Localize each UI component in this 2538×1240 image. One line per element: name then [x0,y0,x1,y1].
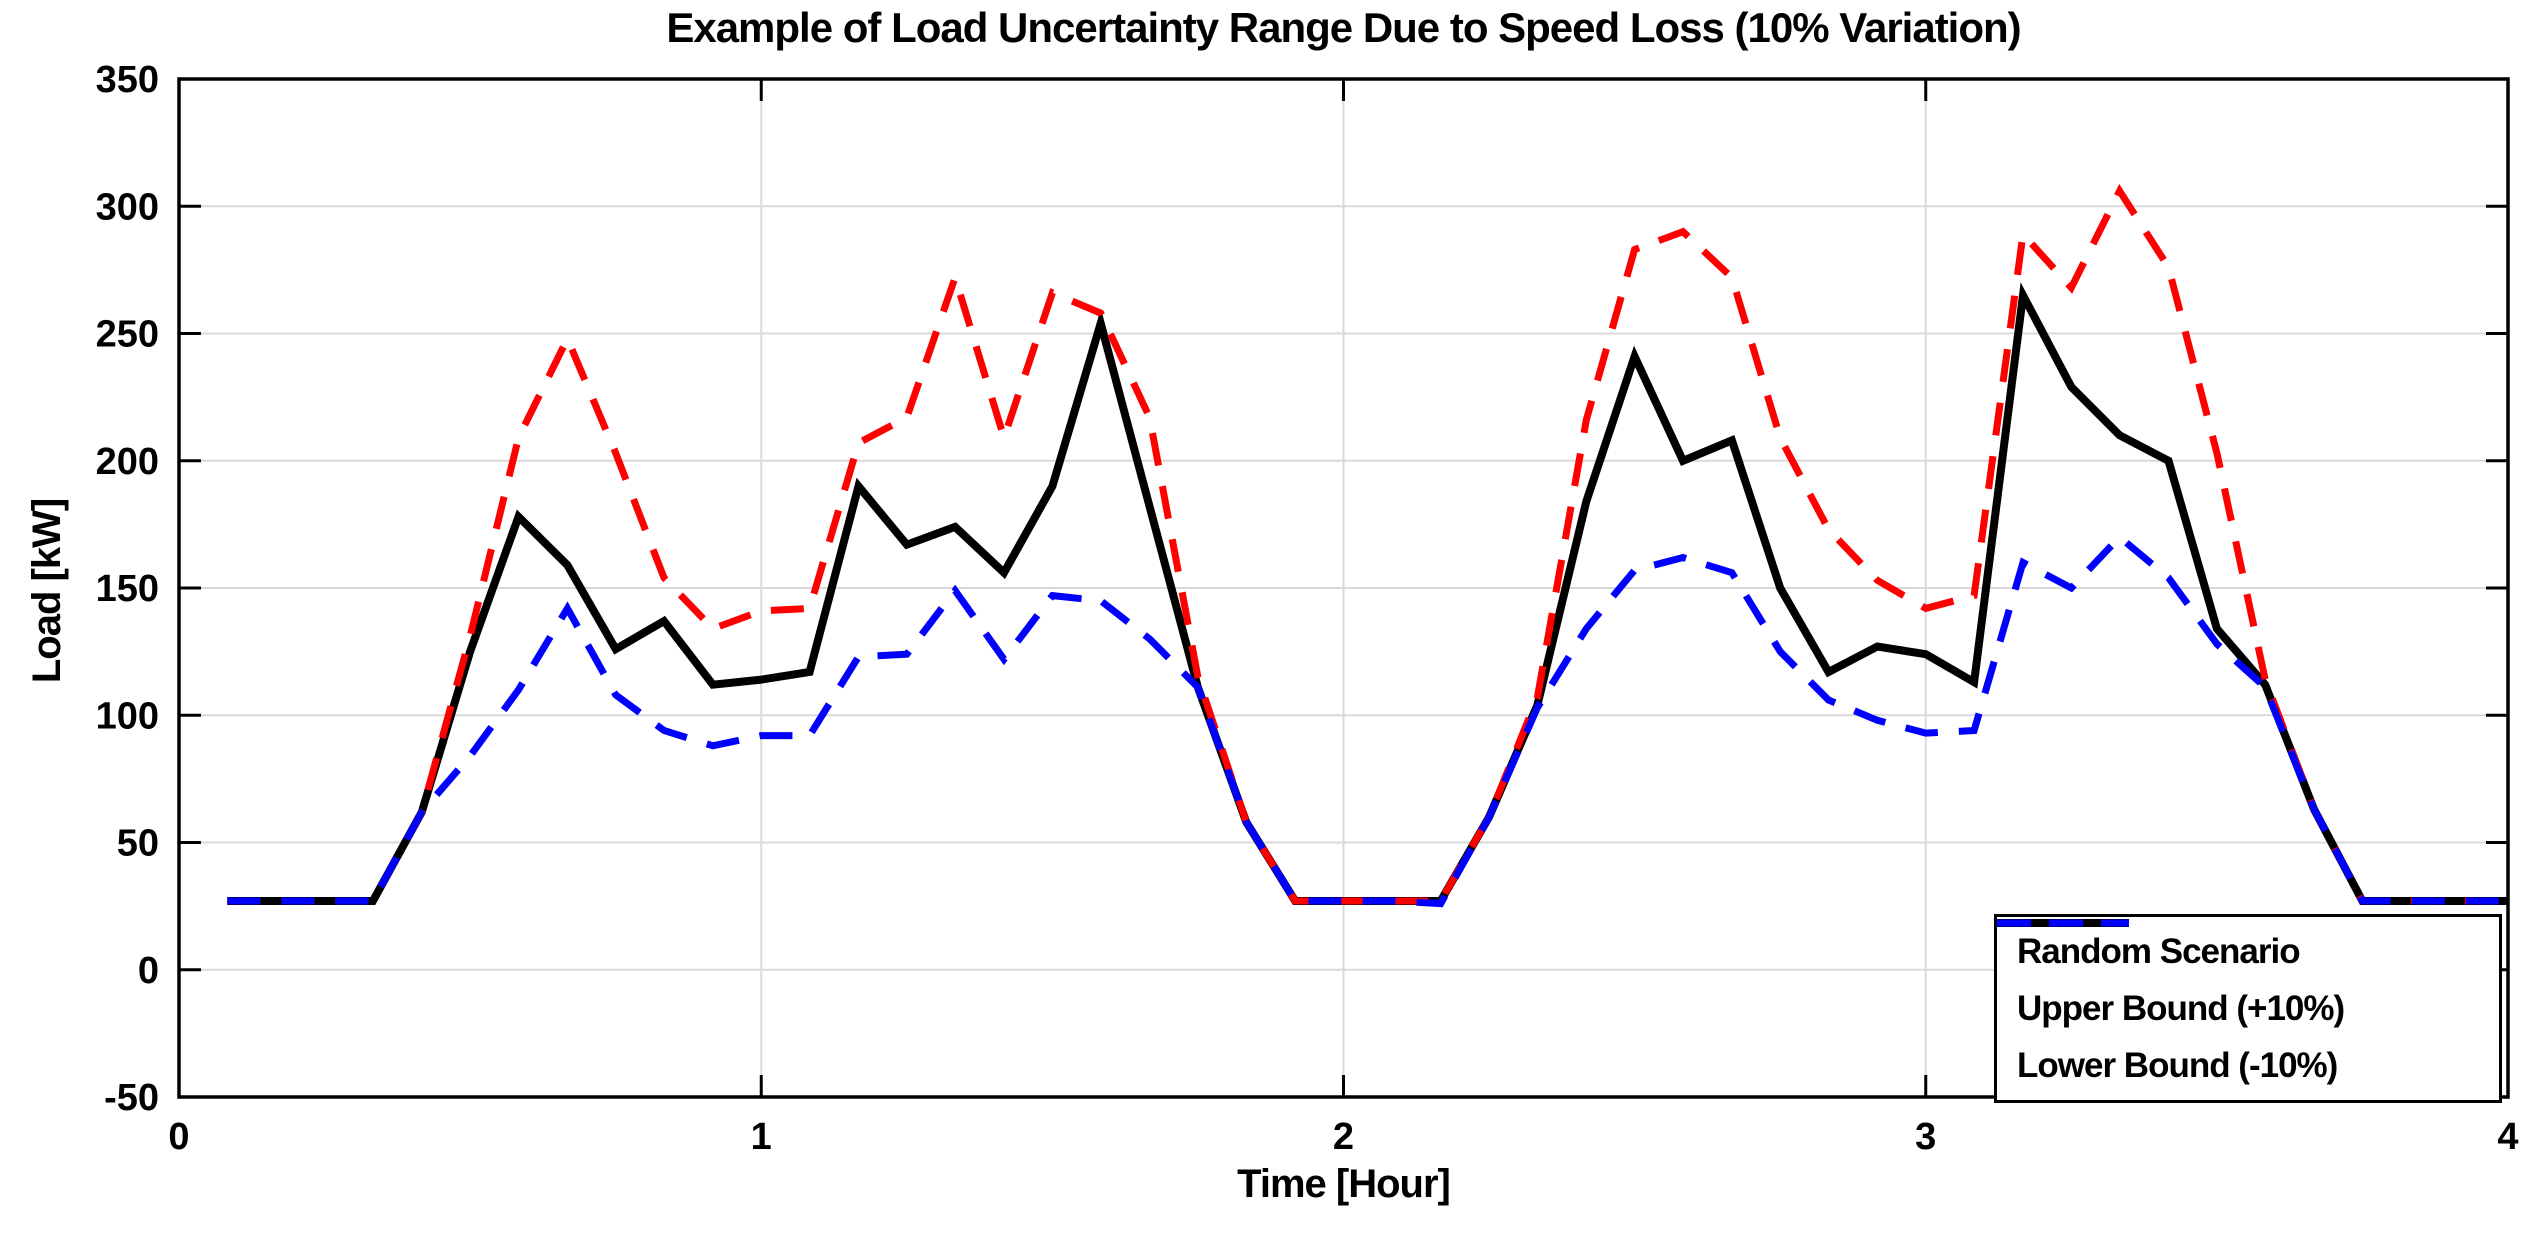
y-tick-label: -50 [104,1077,159,1119]
y-tick-label: 300 [96,186,159,228]
legend-label: Upper Bound (+10%) [2017,988,2345,1028]
y-tick-label: 250 [96,314,159,356]
y-tick-label: 150 [96,568,159,610]
y-tick-label: 200 [96,441,159,483]
legend-label: Random Scenario [2017,931,2301,971]
chart-title: Example of Load Uncertainty Range Due to… [666,4,2021,51]
x-axis-label: Time [Hour] [1237,1162,1451,1206]
y-tick-label: 0 [138,950,159,992]
y-tick-label: 350 [96,59,159,101]
x-tick-label: 2 [1333,1116,1354,1158]
x-tick-label: 0 [168,1116,189,1158]
legend-item: Lower Bound (-10%) [1997,919,2499,1092]
legend-item: Random Scenario [1997,919,2499,978]
series-line-2 [227,532,2508,908]
series-line-0 [227,282,2508,905]
legend: Random Scenario Upper Bound (+10%) Lower B… [1994,914,2502,1103]
x-tick-label: 1 [751,1116,772,1158]
series-line-1 [227,183,2508,905]
legend-item: Upper Bound (+10%) [1997,919,2499,1035]
legend-line-swatch [1997,919,2129,927]
x-tick-label: 3 [1915,1116,1936,1158]
y-tick-label: 50 [117,823,159,865]
x-tick-label: 4 [2497,1116,2518,1158]
y-tick-label: 100 [96,695,159,737]
legend-label: Lower Bound (-10%) [2017,1045,2338,1085]
y-axis-label: Load [kW] [25,498,69,684]
